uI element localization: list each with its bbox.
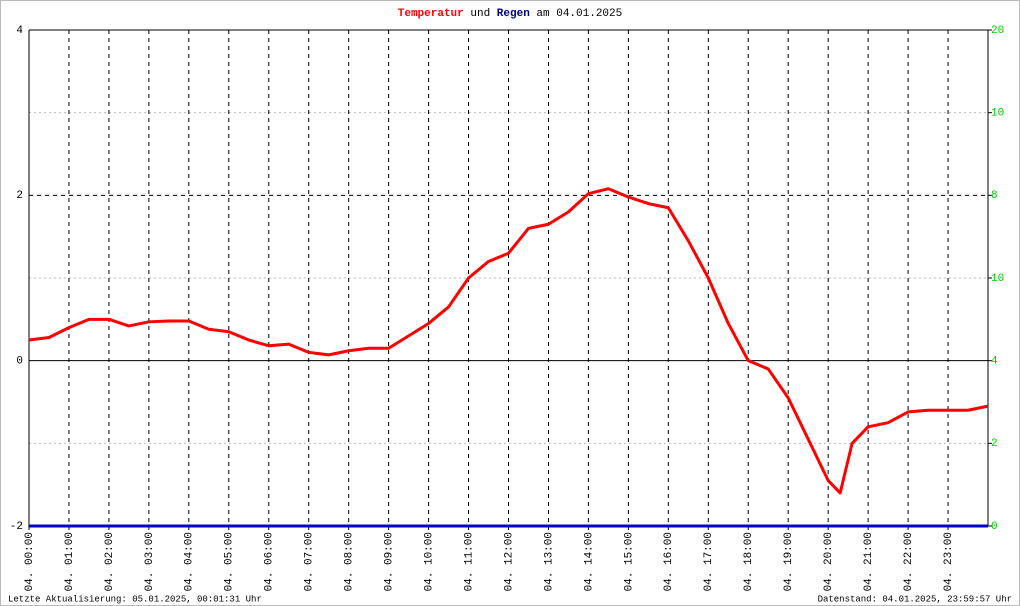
x-tick-label: 04. 05:00 (224, 532, 236, 591)
x-tick-label: 04. 09:00 (384, 532, 396, 591)
x-tick-label: 04. 13:00 (543, 532, 555, 591)
x-tick-label: 04. 02:00 (104, 532, 116, 591)
title-part: Regen (497, 8, 530, 20)
x-tick-label: 04. 03:00 (144, 532, 156, 591)
footer-right: Datenstand: 04.01.2025, 23:59:57 Uhr (818, 594, 1012, 604)
y2-tick-label: 20 (991, 25, 1004, 37)
x-tick-label: 04. 18:00 (743, 532, 755, 591)
chart-title: Temperatur und Regen am 04.01.2025 (398, 8, 623, 20)
x-tick-label: 04. 21:00 (863, 532, 875, 591)
y2-tick-label: 4 (991, 356, 998, 368)
x-tick-label: 04. 20:00 (823, 532, 835, 591)
x-tick-label: 04. 16:00 (663, 532, 675, 591)
y2-tick-label: 8 (991, 190, 998, 202)
footer-left: Letzte Aktualisierung: 05.01.2025, 00:01… (8, 594, 262, 604)
y2-tick-label: 10 (991, 108, 1004, 120)
series-line (28, 187, 989, 495)
x-tick-label: 04. 17:00 (703, 532, 715, 591)
y-tick-label: 4 (16, 25, 23, 37)
y-tick-label: 0 (16, 356, 23, 368)
x-tick-label: 04. 15:00 (623, 532, 635, 591)
x-tick-label: 04. 08:00 (344, 532, 356, 591)
y-tick-label: -2 (10, 521, 23, 533)
x-tick-label: 04. 04:00 (184, 532, 196, 591)
x-tick-label: 04. 22:00 (903, 532, 915, 591)
y2-tick-label: 10 (991, 273, 1004, 285)
x-tick-label: 04. 00:00 (24, 532, 36, 591)
y2-tick-label: 2 (991, 438, 998, 450)
x-tick-label: 04. 01:00 (64, 532, 76, 591)
x-tick-label: 04. 19:00 (783, 532, 795, 591)
x-tick-label: 04. 12:00 (503, 532, 515, 591)
x-tick-label: 04. 06:00 (264, 532, 276, 591)
y2-tick-label: 0 (991, 521, 998, 533)
x-tick-label: 04. 11:00 (463, 532, 475, 591)
title-part: am 04.01.2025 (536, 8, 622, 20)
x-tick-label: 04. 07:00 (304, 532, 316, 591)
title-part: Temperatur (398, 8, 464, 20)
x-tick-label: 04. 10:00 (423, 532, 435, 591)
x-tick-label: 04. 23:00 (943, 532, 955, 591)
title-part: und (470, 8, 490, 20)
y-tick-label: 2 (16, 190, 23, 202)
x-tick-label: 04. 14:00 (583, 532, 595, 591)
